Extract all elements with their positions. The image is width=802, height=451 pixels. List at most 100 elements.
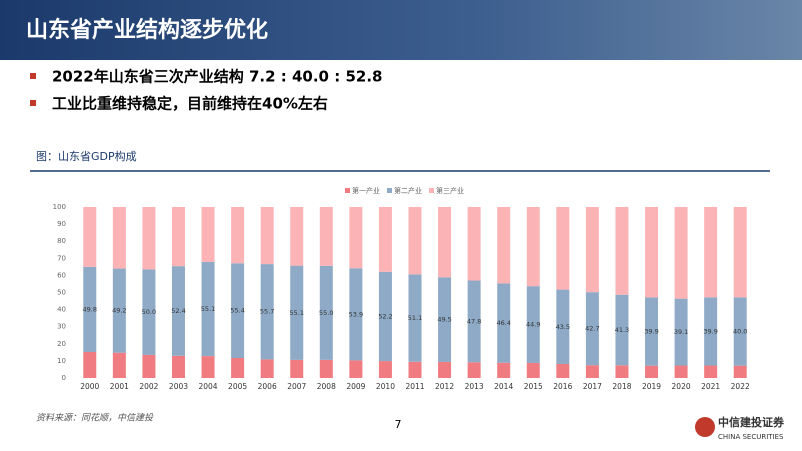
bar-segment [260,207,274,265]
data-label: 55.1 [289,309,303,317]
y-tick-label: 30 [57,323,66,331]
bar-segment [112,268,126,353]
bar-segment [290,207,304,266]
bar-segment [290,359,304,378]
y-tick-label: 70 [57,254,66,262]
bar-segment [526,286,540,363]
data-label: 55.7 [260,308,274,316]
bar-segment [585,365,599,378]
bar-segment [319,359,333,378]
data-label: 44.9 [526,321,540,329]
bar-segment [556,207,570,290]
legend-label: 第三产业 [436,186,464,195]
bar-segment [733,365,747,378]
bar-segment [349,268,363,361]
bullet-dot [30,73,36,79]
header-banner [0,0,802,60]
data-label: 55.4 [230,307,244,315]
bar-segment [645,297,659,366]
data-label: 49.8 [83,305,97,313]
bar-segment [467,207,481,281]
bar-segment [378,207,392,272]
x-tick-label: 2019 [642,382,661,391]
bar-segment [674,298,688,366]
legend-swatch [429,188,434,193]
x-tick-label: 2008 [317,382,336,391]
bar-segment [704,297,718,366]
bar-segment [733,297,747,366]
x-tick-label: 2006 [258,382,277,391]
bar-segment [231,263,245,358]
x-tick-label: 2015 [524,382,543,391]
bar-segment [231,357,245,378]
x-tick-label: 2021 [701,382,720,391]
bar-segment [83,207,97,267]
bar-segment [201,356,215,378]
x-tick-label: 2016 [553,382,572,391]
bar-segment [260,264,274,360]
bar-segment [378,361,392,378]
bar-segment [467,362,481,378]
data-label: 40.0 [733,327,747,335]
y-tick-label: 90 [57,220,66,228]
bar-segment [556,289,570,364]
bar-segment [408,207,422,275]
x-tick-label: 2000 [80,382,99,391]
bar-segment [319,207,333,266]
bar-segment [497,362,511,378]
x-tick-label: 2010 [376,382,395,391]
logo-english: CHINA SECURITIES [718,433,784,441]
bar-segment [438,207,452,278]
bar-segment [733,207,747,298]
legend-label: 第二产业 [394,186,422,195]
data-label: 39.1 [674,328,688,336]
bar-segment [201,207,215,262]
x-tick-label: 2003 [169,382,188,391]
bar-segment [171,266,185,356]
data-label: 42.7 [585,325,599,333]
chart: 0 10 20 30 40 50 60 70 80 90 100 第一产业 第二产业 第三产业 2000 49… [53,186,750,391]
data-label: 50.0 [142,308,156,316]
bar-segment [112,207,126,269]
bar-segment [83,266,97,353]
legend-label: 第一产业 [352,186,380,195]
y-tick-label: 0 [62,374,66,382]
x-tick-label: 2014 [494,382,513,391]
chart-caption: 图：山东省GDP构成 [36,149,137,163]
bar-segment [438,361,452,378]
bar-segment [585,292,599,366]
data-label: 49.5 [437,316,451,324]
bar-segment [290,265,304,360]
x-tick-label: 2017 [583,382,602,391]
bar-segment [526,362,540,378]
bar-segment [615,207,629,295]
bar-segment [83,352,97,378]
bar-segment [171,355,185,378]
x-tick-label: 2002 [139,382,158,391]
data-label: 39.9 [644,328,658,336]
bar-segment [112,352,126,378]
bar-segment [142,269,156,355]
y-tick-label: 20 [57,340,66,348]
bar-segment [674,365,688,378]
bar-segment [526,207,540,287]
bar-segment [674,207,688,299]
data-label: 46.4 [496,319,510,327]
bar-segment [408,274,422,362]
bar-segment [467,280,481,363]
bar-segment [319,265,333,360]
data-label: 49.2 [112,307,126,315]
data-label: 55.1 [201,305,215,313]
data-label: 39.9 [703,327,717,335]
page-number: 7 [395,418,402,431]
bar-segment [378,271,392,362]
data-label: 47.8 [467,317,481,325]
data-label: 52.2 [378,312,392,320]
bar-segment [556,363,570,378]
bar-segment [349,360,363,378]
bullet: 2022年山东省三次产业结构 7.2 : 40.0 : 52.8 [52,68,382,86]
bar-segment [201,261,215,357]
x-tick-label: 2022 [731,382,750,391]
bullet-dot [30,100,36,106]
